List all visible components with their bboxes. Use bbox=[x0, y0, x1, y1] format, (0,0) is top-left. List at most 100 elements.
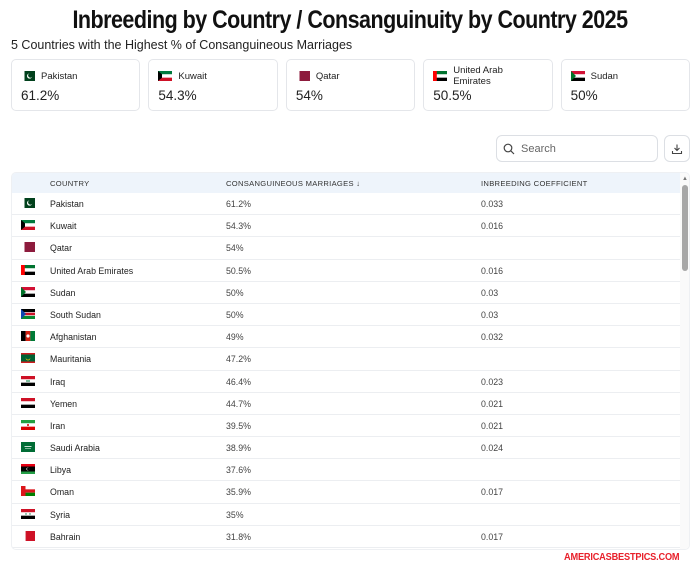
table-row[interactable]: United Arab Emirates 50.5% 0.016 bbox=[12, 260, 680, 282]
column-header-country[interactable]: COUNTRY bbox=[50, 179, 90, 188]
inbreeding-cell: 0.021 bbox=[481, 420, 504, 431]
scrollbar-thumb[interactable] bbox=[682, 185, 688, 271]
iraq-flag-icon bbox=[21, 375, 35, 386]
table-row[interactable]: Bahrain 31.8% 0.017 bbox=[12, 526, 680, 548]
table-row[interactable]: Oman 35.9% 0.017 bbox=[12, 481, 680, 504]
column-header-inbreeding[interactable]: INBREEDING COEFFICIENT bbox=[481, 179, 588, 188]
search-input[interactable]: Search bbox=[496, 135, 658, 162]
consanguineous-cell: 46.4% bbox=[226, 376, 251, 387]
inbreeding-cell: 0.024 bbox=[481, 443, 504, 454]
scroll-up-icon[interactable]: ▲ bbox=[682, 176, 688, 182]
country-name-cell: Bahrain bbox=[50, 531, 81, 542]
consanguineous-cell: 31.8% bbox=[226, 531, 251, 542]
country-name-cell: Qatar bbox=[50, 243, 73, 254]
top-countries-cards: Pakistan 61.2% Kuwait 54.3% Qatar 54% Un… bbox=[11, 59, 691, 111]
table-header: COUNTRY CONSANGUINEOUS MARRIAGES ↓ INBRE… bbox=[12, 173, 689, 193]
inbreeding-cell: 0.017 bbox=[481, 531, 504, 542]
country-card: Kuwait 54.3% bbox=[148, 59, 278, 111]
country-name-cell: Oman bbox=[50, 487, 74, 498]
page-title: Inbreeding by Country / Consanguinuity b… bbox=[72, 6, 628, 34]
table-row[interactable]: Mauritania 47.2% bbox=[12, 348, 680, 371]
table-row[interactable]: Pakistan 61.2% 0.033 bbox=[12, 193, 680, 216]
libya-flag-icon bbox=[21, 464, 35, 475]
mauritania-flag-icon bbox=[21, 353, 35, 364]
column-header-consanguineous[interactable]: CONSANGUINEOUS MARRIAGES ↓ bbox=[226, 179, 361, 188]
card-country-name: Sudan bbox=[590, 70, 619, 82]
consanguineous-cell: 37.6% bbox=[226, 465, 251, 476]
kuwait-flag-icon bbox=[158, 71, 173, 81]
qatar-flag-icon bbox=[295, 71, 310, 81]
inbreeding-cell: 0.023 bbox=[481, 376, 504, 387]
country-name-cell: United Arab Emirates bbox=[50, 265, 134, 276]
qatar-flag-icon bbox=[21, 242, 35, 253]
scrollbar[interactable]: ▲ bbox=[680, 173, 689, 549]
card-country-name: Kuwait bbox=[178, 70, 207, 82]
consanguineous-cell: 47.2% bbox=[226, 354, 251, 365]
consanguineous-cell: 54.3% bbox=[226, 221, 251, 232]
card-value: 50% bbox=[570, 88, 598, 103]
uae-flag-icon bbox=[433, 71, 448, 81]
inbreeding-cell: 0.032 bbox=[481, 332, 504, 343]
consanguineous-cell: 44.7% bbox=[226, 398, 251, 409]
countries-table: COUNTRY CONSANGUINEOUS MARRIAGES ↓ INBRE… bbox=[11, 172, 690, 550]
consanguineous-cell: 35% bbox=[226, 509, 244, 520]
iran-flag-icon bbox=[21, 419, 35, 430]
saudi-arabia-flag-icon bbox=[21, 442, 35, 453]
country-card: Qatar 54% bbox=[285, 59, 416, 111]
consanguineous-cell: 61.2% bbox=[226, 199, 251, 209]
table-row[interactable]: Qatar 54% bbox=[12, 237, 680, 260]
country-name-cell: Syria bbox=[50, 509, 71, 520]
inbreeding-cell: 0.017 bbox=[481, 487, 504, 498]
country-name-cell: Mauritania bbox=[50, 354, 92, 365]
consanguineous-cell: 39.5% bbox=[226, 420, 251, 431]
page-subtitle: 5 Countries with the Highest % of Consan… bbox=[11, 38, 353, 52]
consanguineous-cell: 35.9% bbox=[226, 487, 251, 498]
country-card: Pakistan 61.2% bbox=[11, 59, 141, 111]
syria-flag-icon bbox=[21, 508, 35, 519]
table-row[interactable]: Sudan 50% 0.03 bbox=[12, 282, 680, 304]
table-row[interactable]: Iran 39.5% 0.021 bbox=[12, 415, 680, 438]
table-row[interactable]: Syria 35% bbox=[12, 504, 680, 526]
pakistan-flag-icon bbox=[21, 198, 35, 208]
country-name-cell: Yemen bbox=[50, 398, 78, 409]
card-country-name: Qatar bbox=[315, 70, 340, 82]
inbreeding-cell: 0.03 bbox=[481, 309, 499, 320]
sudan-flag-icon bbox=[21, 286, 35, 297]
country-name-cell: Kuwait bbox=[50, 221, 77, 232]
country-name-cell: Libya bbox=[50, 465, 72, 476]
table-row[interactable]: Libya 37.6% bbox=[12, 459, 680, 482]
country-name-cell: South Sudan bbox=[50, 309, 101, 320]
country-name-cell: Sudan bbox=[50, 287, 76, 298]
download-icon bbox=[671, 143, 683, 155]
uae-flag-icon bbox=[21, 264, 35, 275]
card-value: 54% bbox=[295, 88, 323, 103]
consanguineous-cell: 49% bbox=[226, 332, 244, 343]
consanguineous-cell: 50.5% bbox=[226, 265, 251, 276]
card-value: 61.2% bbox=[21, 88, 60, 103]
country-name-cell: Saudi Arabia bbox=[50, 443, 100, 454]
country-name-cell: Iraq bbox=[50, 376, 66, 387]
download-button[interactable] bbox=[664, 135, 690, 162]
table-row[interactable]: Yemen 44.7% 0.021 bbox=[12, 393, 680, 415]
table-row[interactable]: Saudi Arabia 38.9% 0.024 bbox=[12, 437, 680, 460]
country-card: Sudan 50% bbox=[560, 59, 691, 111]
card-value: 54.3% bbox=[158, 88, 197, 103]
watermark: AMERICASBESTPICS.COM bbox=[564, 552, 680, 563]
inbreeding-cell: 0.03 bbox=[481, 287, 499, 298]
south-sudan-flag-icon bbox=[21, 308, 35, 319]
afghanistan-flag-icon bbox=[21, 331, 35, 342]
table-body: Pakistan 61.2% 0.033 Kuwait 54.3% 0.016 Qatar 5… bbox=[12, 193, 680, 548]
country-name-cell: Afghanistan bbox=[50, 332, 97, 343]
table-row[interactable]: Iraq 46.4% 0.023 bbox=[12, 371, 680, 393]
kuwait-flag-icon bbox=[21, 220, 35, 231]
card-value: 50.5% bbox=[433, 88, 472, 103]
table-row[interactable]: Afghanistan 49% 0.032 bbox=[12, 326, 680, 349]
yemen-flag-icon bbox=[21, 397, 35, 408]
table-row[interactable]: Kuwait 54.3% 0.016 bbox=[12, 215, 680, 238]
bahrain-flag-icon bbox=[21, 530, 35, 541]
consanguineous-cell: 50% bbox=[226, 287, 244, 298]
inbreeding-cell: 0.016 bbox=[481, 221, 504, 232]
inbreeding-cell: 0.033 bbox=[481, 199, 504, 209]
consanguineous-cell: 50% bbox=[226, 309, 244, 320]
table-row[interactable]: South Sudan 50% 0.03 bbox=[12, 304, 680, 327]
